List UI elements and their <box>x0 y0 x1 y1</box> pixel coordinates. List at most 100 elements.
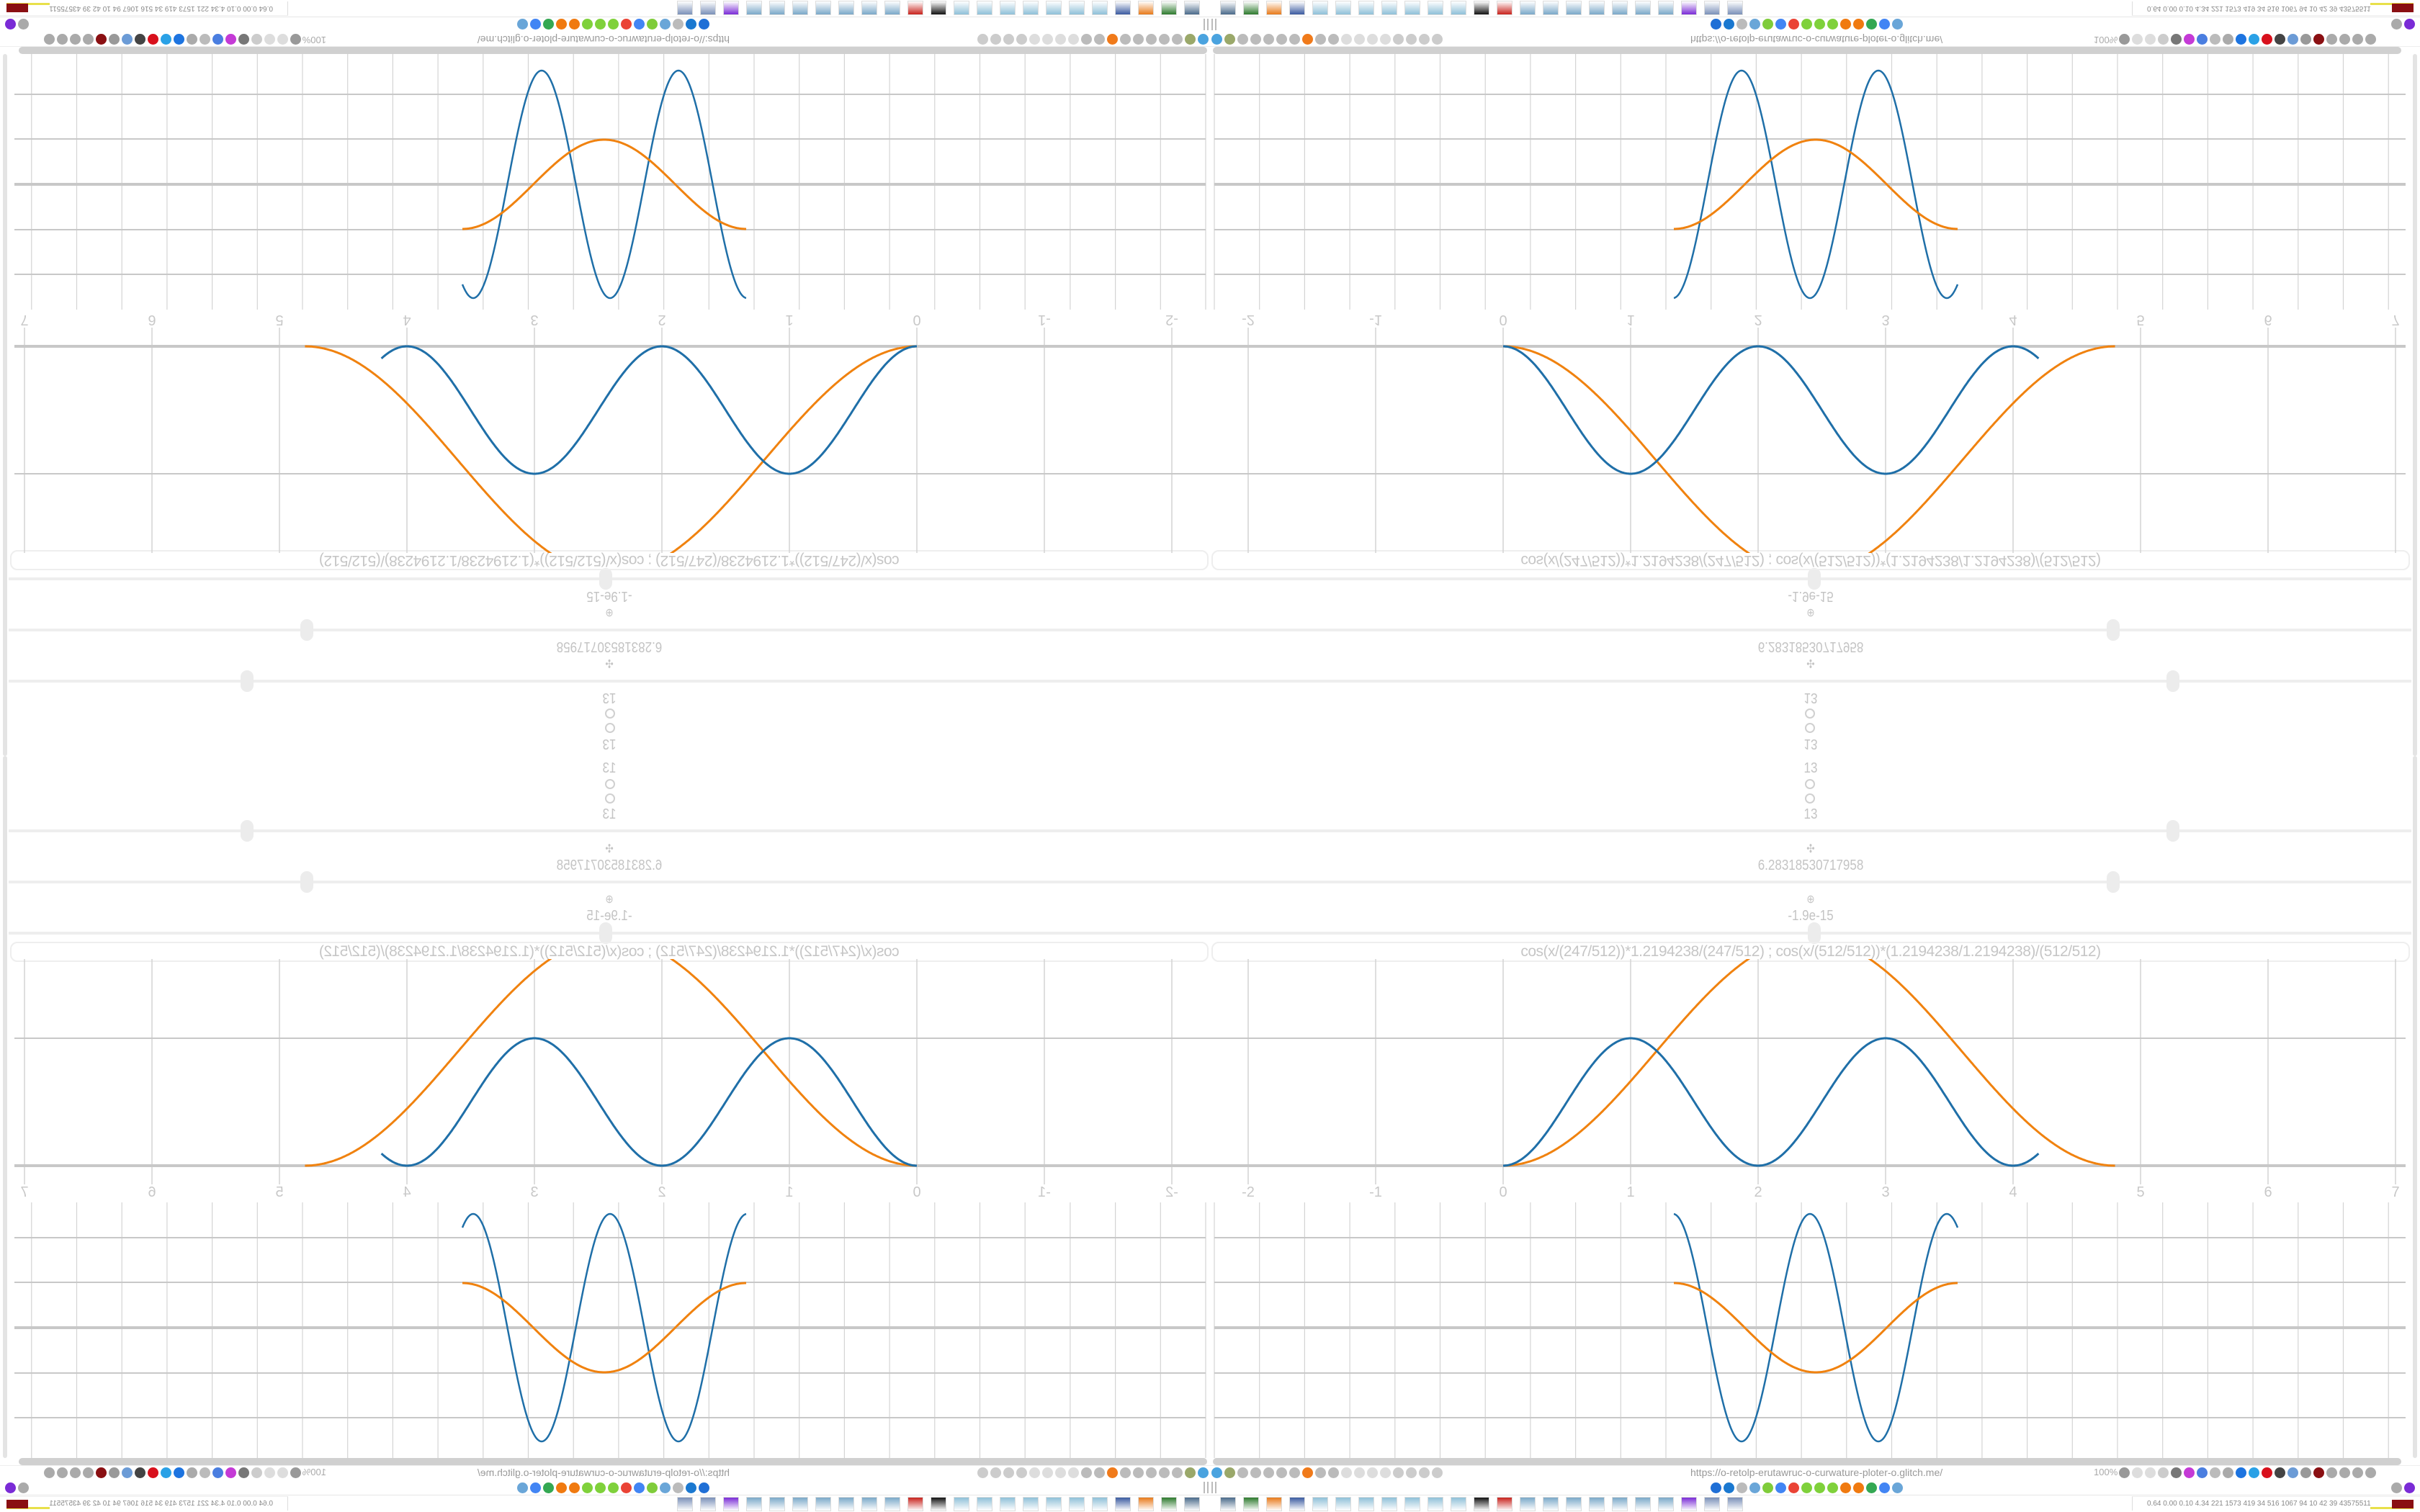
gear-icon[interactable] <box>2223 33 2233 45</box>
vertical-scrollbar[interactable] <box>3 54 7 756</box>
mute-icon[interactable] <box>1736 18 1747 30</box>
gear-icon[interactable] <box>187 1467 197 1479</box>
google-icon[interactable] <box>543 1482 554 1494</box>
calculator-icon[interactable] <box>792 1497 808 1511</box>
pen-icon[interactable] <box>647 1482 658 1494</box>
record-icon[interactable] <box>2262 33 2272 45</box>
star-icon[interactable] <box>277 1467 288 1479</box>
google-icon[interactable] <box>595 18 606 30</box>
google-icon[interactable] <box>1775 18 1786 30</box>
filter-icon[interactable] <box>1198 33 1209 45</box>
notepad-icon[interactable] <box>1000 1 1016 15</box>
extension-icon[interactable] <box>200 1467 210 1479</box>
calculator-icon[interactable] <box>769 1 785 15</box>
main-graph[interactable]: -2 -1 0 1 2 3 4 5 6 7 <box>1210 308 2411 553</box>
notepad-icon[interactable] <box>1092 1497 1108 1511</box>
slider-thumb[interactable] <box>599 568 612 590</box>
horizontal-scrollbar[interactable] <box>1213 1458 2401 1465</box>
plus-icon[interactable] <box>174 1467 184 1479</box>
drop-icon[interactable] <box>1724 1482 1734 1494</box>
dot-icon[interactable] <box>1341 1467 1352 1479</box>
globe-icon[interactable] <box>1276 33 1287 45</box>
gear-icon[interactable] <box>1094 1467 1105 1479</box>
zoom-level[interactable]: 100% <box>302 1467 326 1477</box>
slider-thumb[interactable] <box>241 820 254 842</box>
calculator-icon[interactable] <box>746 1497 762 1511</box>
drop-icon[interactable] <box>686 1482 696 1494</box>
globe-icon[interactable] <box>1159 33 1170 45</box>
document-icon[interactable] <box>1704 1 1720 15</box>
app-icon[interactable] <box>908 1497 923 1511</box>
calculator-icon[interactable] <box>1589 1497 1605 1511</box>
notepad-icon[interactable] <box>1069 1 1085 15</box>
document-icon[interactable] <box>700 1497 716 1511</box>
globe-icon[interactable] <box>1276 1467 1287 1479</box>
calculator-icon[interactable] <box>746 1 762 15</box>
star-icon[interactable] <box>2132 33 2143 45</box>
pen-icon[interactable] <box>1762 1482 1773 1494</box>
slider-thumb[interactable] <box>1808 568 1821 590</box>
gear-icon[interactable] <box>556 18 567 30</box>
calculator-icon[interactable] <box>861 1 877 15</box>
extension-icon[interactable] <box>96 33 107 45</box>
monitor-icon[interactable] <box>1184 1 1200 15</box>
lock-icon[interactable] <box>1432 1467 1443 1479</box>
slider-thumb[interactable] <box>599 922 612 944</box>
extension-icon[interactable] <box>161 1467 171 1479</box>
calculator-icon[interactable] <box>1612 1 1628 15</box>
target-icon[interactable] <box>605 723 615 733</box>
globe-icon[interactable] <box>1328 33 1339 45</box>
url-bar[interactable]: https://o-retolp-erutawruc-o-curwature-p… <box>1690 34 1943 45</box>
calculator-icon[interactable] <box>1520 1497 1536 1511</box>
notepad-icon[interactable] <box>1404 1 1420 15</box>
save-icon[interactable] <box>1289 1 1305 15</box>
secondary-graph[interactable] <box>1210 1199 2411 1458</box>
notepad-icon[interactable] <box>954 1 969 15</box>
headphones-icon[interactable] <box>1146 33 1157 45</box>
notepad-icon[interactable] <box>977 1497 992 1511</box>
google-icon[interactable] <box>530 18 541 30</box>
notepad-icon[interactable] <box>1069 1497 1085 1511</box>
globe-icon[interactable] <box>1237 33 1248 45</box>
zoom-level[interactable]: 100% <box>302 35 326 45</box>
firefox-icon[interactable] <box>1302 33 1313 45</box>
download-icon[interactable] <box>2171 33 2182 45</box>
document-icon[interactable] <box>1727 1 1743 15</box>
extension-icon[interactable] <box>70 1467 81 1479</box>
dot-icon[interactable] <box>1354 33 1365 45</box>
notepad-icon[interactable] <box>1428 1 1443 15</box>
globe-icon[interactable] <box>1250 1467 1261 1479</box>
reload-icon[interactable] <box>251 1467 262 1479</box>
slider-thumb[interactable] <box>2166 820 2179 842</box>
offset-slider[interactable] <box>9 922 1210 944</box>
firefox-icon[interactable] <box>1138 1497 1154 1511</box>
notepad-icon[interactable] <box>1428 1497 1443 1511</box>
calculator-icon[interactable] <box>769 1497 785 1511</box>
monitor-icon[interactable] <box>1220 1 1236 15</box>
expression-input[interactable]: cos(x/(247/512))*1.2194238/(247/512) ; c… <box>1211 942 2410 962</box>
wrench-icon[interactable] <box>2352 1467 2363 1479</box>
offset-slider[interactable] <box>9 568 1210 590</box>
extension-icon[interactable] <box>723 1497 739 1511</box>
vertical-scrollbar[interactable] <box>2413 756 2417 1458</box>
pen-icon[interactable] <box>1120 1467 1131 1479</box>
app-icon[interactable] <box>1497 1497 1512 1511</box>
terminal-icon[interactable] <box>1161 1497 1177 1511</box>
dot-icon[interactable] <box>1055 33 1066 45</box>
inkscape-icon[interactable] <box>931 1497 946 1511</box>
google-icon[interactable] <box>1827 1482 1838 1494</box>
filter-icon[interactable] <box>1211 33 1222 45</box>
extension-icon[interactable] <box>1681 1 1697 15</box>
mail-icon[interactable] <box>1711 1482 1721 1494</box>
gear-icon[interactable] <box>1840 18 1851 30</box>
n-slider[interactable] <box>9 820 1210 842</box>
google-icon[interactable] <box>595 1482 606 1494</box>
google-icon[interactable] <box>1801 1482 1812 1494</box>
calculator-icon[interactable] <box>838 1 854 15</box>
pen-icon[interactable] <box>1762 18 1773 30</box>
download-icon[interactable] <box>238 1467 249 1479</box>
gear-icon[interactable] <box>2365 1467 2376 1479</box>
vertical-scrollbar[interactable] <box>3 756 7 1458</box>
pen-icon[interactable] <box>2184 33 2195 45</box>
extension-icon[interactable] <box>1185 1467 1196 1479</box>
